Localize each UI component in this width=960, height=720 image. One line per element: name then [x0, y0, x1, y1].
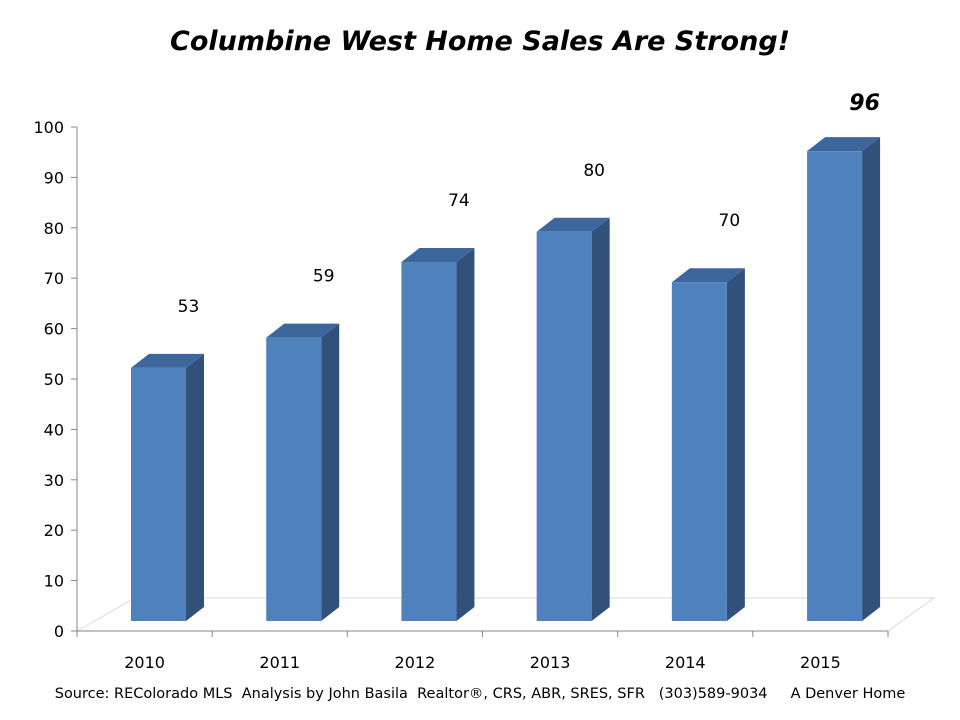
y-tick-label: 10 — [44, 572, 64, 591]
y-tick-label: 40 — [44, 420, 64, 439]
y-tick-label: 80 — [44, 219, 64, 238]
bar-front — [671, 282, 727, 621]
x-tick-label: 2013 — [530, 653, 571, 672]
data-label: 80 — [583, 161, 605, 181]
y-tick-label: 90 — [44, 168, 64, 187]
x-tick-label: 2014 — [665, 653, 706, 672]
bar-top — [536, 217, 610, 232]
y-tick-label: 60 — [44, 320, 64, 339]
bar-top — [266, 323, 340, 338]
bar-side — [862, 137, 881, 621]
data-labels: 53 59 74 80 70 96 — [178, 91, 880, 317]
bar-top — [401, 248, 475, 263]
chart-title: Columbine West Home Sales Are Strong! — [170, 26, 790, 57]
bar-side — [591, 217, 610, 622]
bar — [401, 248, 475, 622]
bar-front — [266, 337, 322, 621]
x-tick-label: 2011 — [259, 653, 300, 672]
bar-top — [671, 268, 745, 283]
bar-front — [401, 262, 457, 621]
bar-top — [131, 353, 204, 368]
bar-side — [186, 353, 204, 621]
chart-floor — [75, 597, 936, 632]
bar-series — [131, 137, 881, 622]
bar — [266, 323, 340, 621]
bar-top — [807, 137, 881, 152]
y-tick-label: 0 — [54, 622, 64, 641]
x-tick-label: 2015 — [800, 653, 841, 672]
bar — [807, 137, 881, 621]
x-axis-ticks: 2010 2011 2012 2013 2014 2015 — [76, 631, 889, 672]
y-tick-label: 20 — [44, 521, 64, 540]
data-label: 74 — [448, 191, 470, 211]
bar-front — [131, 367, 186, 621]
y-tick-label: 30 — [44, 471, 64, 490]
bar-side — [456, 248, 475, 622]
x-tick-label: 2010 — [124, 653, 165, 672]
bar-side — [321, 323, 340, 621]
data-label: 70 — [719, 211, 741, 231]
bar-side — [726, 268, 745, 621]
data-label: 96 — [849, 91, 880, 116]
bar-front — [536, 231, 592, 622]
bar — [536, 217, 610, 622]
y-tick-label: 50 — [44, 370, 64, 389]
x-tick-label: 2012 — [395, 653, 436, 672]
y-tick-label: 70 — [44, 269, 64, 288]
source-footnote: Source: REColorado MLS Analysis by John … — [54, 686, 906, 702]
data-label: 53 — [178, 297, 200, 317]
floor-plane — [75, 597, 936, 632]
bar — [671, 268, 745, 621]
bar-front — [807, 151, 863, 621]
y-axis-ticks: 0 10 20 30 40 50 60 70 80 90 100 — [33, 118, 77, 641]
data-label: 59 — [313, 267, 335, 287]
y-tick-label: 100 — [33, 118, 64, 137]
bar — [131, 353, 204, 621]
